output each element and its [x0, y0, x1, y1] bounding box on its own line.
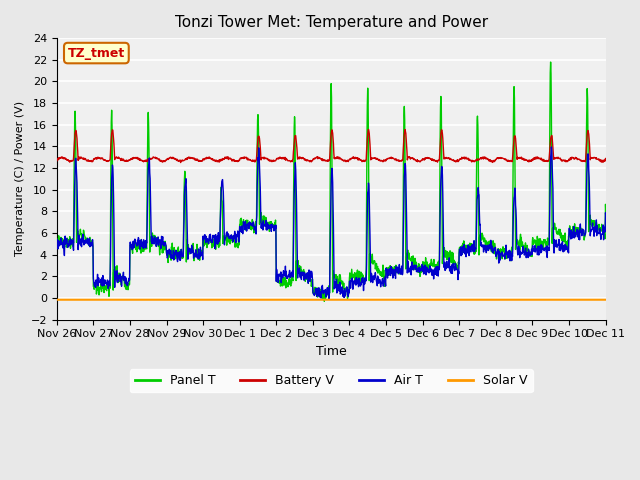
Text: TZ_tmet: TZ_tmet — [68, 47, 125, 60]
X-axis label: Time: Time — [316, 345, 346, 358]
Y-axis label: Temperature (C) / Power (V): Temperature (C) / Power (V) — [15, 101, 25, 256]
Legend: Panel T, Battery V, Air T, Solar V: Panel T, Battery V, Air T, Solar V — [130, 370, 532, 392]
Title: Tonzi Tower Met: Temperature and Power: Tonzi Tower Met: Temperature and Power — [175, 15, 488, 30]
